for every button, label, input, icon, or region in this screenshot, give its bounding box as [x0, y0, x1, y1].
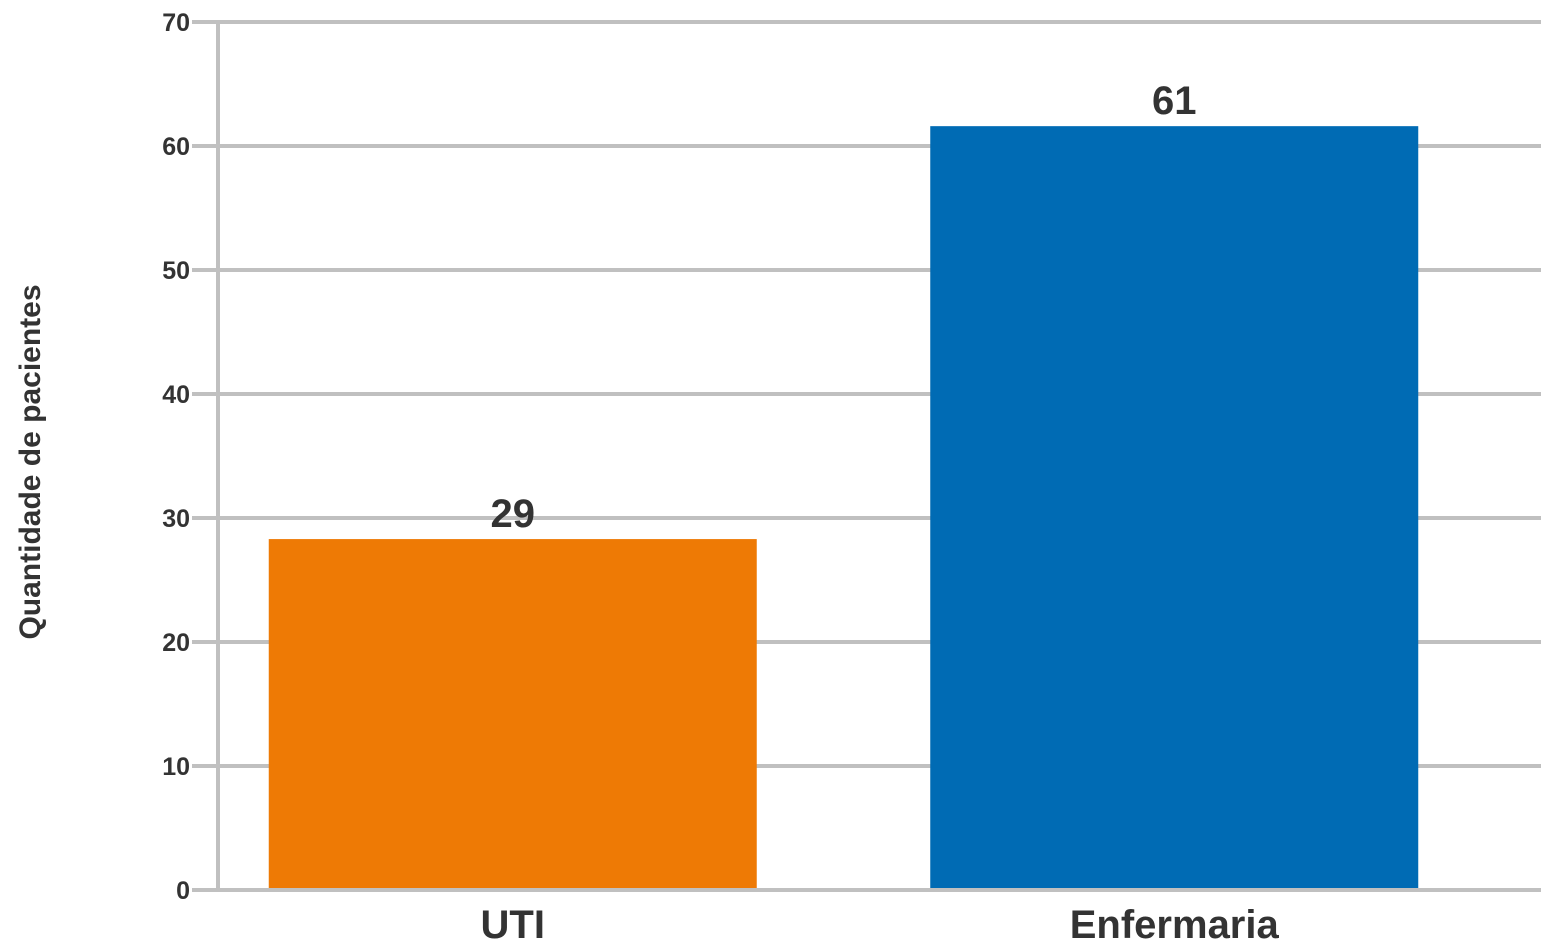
- y-tick-label: 60: [162, 133, 190, 161]
- data-labels: 29 61: [491, 79, 1197, 536]
- data-label-uti: 29: [491, 492, 536, 536]
- bar-enfermaria: [930, 126, 1419, 890]
- bar-uti: [268, 539, 757, 890]
- y-tick-label: 20: [162, 629, 190, 657]
- data-label-enfermaria: 61: [1152, 79, 1197, 123]
- bars: [268, 126, 1419, 890]
- x-category-labels: UTI Enfermaria: [481, 903, 1280, 942]
- x-category-label: UTI: [481, 903, 545, 942]
- y-tick-label: 10: [162, 753, 190, 781]
- y-tick-label: 70: [162, 9, 190, 37]
- x-category-label: Enfermaria: [1070, 903, 1280, 942]
- y-tick-label: 40: [162, 381, 190, 409]
- y-tick-label: 0: [176, 877, 190, 905]
- y-axis-title: Quantidade de pacientes: [14, 284, 47, 639]
- y-tick-labels: 0 10 20 30 40 50 60 70: [162, 9, 190, 905]
- y-tick-label: 30: [162, 505, 190, 533]
- y-tick-label: 50: [162, 257, 190, 285]
- axes: [192, 20, 1541, 892]
